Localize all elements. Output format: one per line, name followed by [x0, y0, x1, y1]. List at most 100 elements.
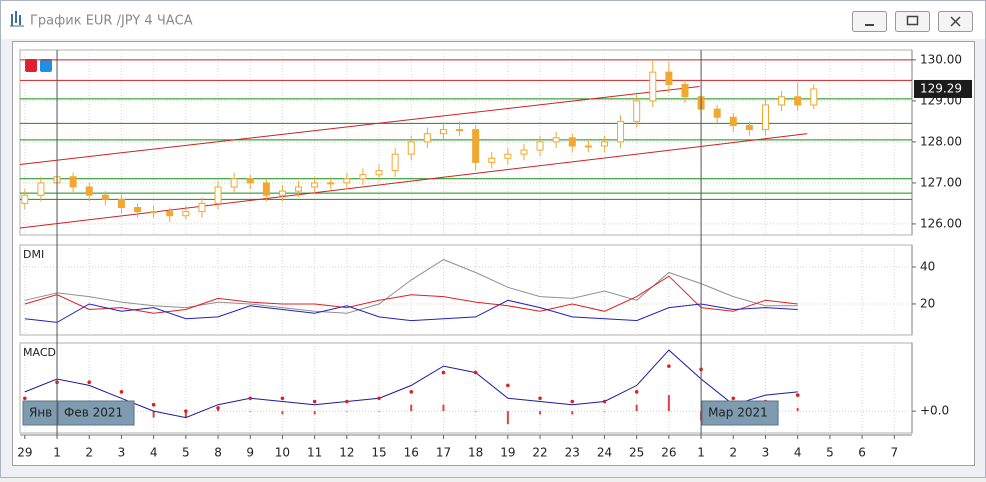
plot: 126.00127.00128.00129.00130.00129.292040…	[17, 49, 972, 460]
signal-dot	[151, 402, 156, 407]
x-tick-label: 1	[53, 446, 61, 460]
candle-body	[520, 149, 528, 155]
candle-body	[117, 198, 125, 209]
period-box	[22, 400, 60, 426]
x-tick-label: 11	[307, 446, 322, 460]
last-price-box	[914, 79, 972, 98]
candle-body	[761, 104, 769, 131]
y-tick-label: 40	[920, 259, 935, 273]
signal-dot	[570, 399, 575, 404]
signal-dot	[441, 370, 446, 375]
candle-body	[230, 178, 238, 188]
candle-body	[407, 141, 415, 155]
candle-body	[311, 182, 319, 188]
candle-body	[617, 120, 625, 143]
x-tick-label: 8	[214, 446, 222, 460]
candle-body	[472, 129, 480, 163]
chart-area	[12, 41, 975, 466]
candle-body	[214, 186, 222, 204]
signal-dot	[216, 406, 220, 410]
candle-body	[21, 194, 29, 204]
histogram-bar	[249, 411, 252, 412]
histogram-bar	[635, 404, 638, 412]
signal-dot	[731, 396, 736, 401]
x-tick-label: 3	[762, 446, 770, 460]
signal-dot	[602, 399, 607, 404]
candle-body	[810, 88, 818, 106]
candle-body	[665, 71, 673, 85]
histogram-bar	[796, 407, 799, 412]
histogram-bar	[571, 411, 574, 415]
x-tick-label: 9	[246, 446, 254, 460]
x-tick-label: 24	[597, 446, 612, 460]
x-tick-label: 25	[629, 446, 644, 460]
x-tick-label: 17	[436, 446, 451, 460]
y-tick-label: 128.00	[920, 134, 962, 148]
candle-body	[391, 153, 399, 172]
x-tick-label: 5	[182, 446, 190, 460]
candle-body	[69, 176, 77, 188]
period-label: Янв	[29, 406, 52, 420]
signal-dot	[87, 380, 92, 385]
y-tick-label: 130.00	[920, 52, 962, 66]
candle-body	[166, 211, 174, 217]
histogram-bar	[184, 411, 187, 418]
color-buttons[interactable]	[25, 59, 52, 72]
trendline	[19, 86, 700, 165]
candle-body	[262, 182, 270, 196]
x-tick-label: 29	[17, 446, 32, 460]
candle-body	[37, 182, 45, 196]
signal-dot	[377, 396, 381, 401]
candle-body	[375, 170, 383, 176]
x-tick-label: 6	[858, 446, 866, 460]
x-tick-label: 18	[468, 446, 483, 460]
candle-body	[198, 202, 206, 213]
histogram-bar	[442, 404, 445, 412]
candle-body	[359, 174, 367, 180]
x-tick-label: 4	[150, 446, 158, 460]
signal-dot	[184, 409, 188, 413]
candle-body	[729, 116, 737, 126]
close-button[interactable]	[938, 11, 973, 32]
title-bar	[1, 1, 985, 39]
candle-body	[745, 124, 753, 131]
candle-body	[794, 96, 802, 106]
candle-body	[456, 129, 464, 132]
last-price-label: 129.29	[920, 81, 962, 95]
x-tick-label: 7	[890, 446, 898, 460]
signal-dot	[23, 396, 27, 401]
maximize-button[interactable]	[895, 11, 930, 32]
y-tick-label: 20	[920, 296, 935, 310]
candle-body	[584, 145, 592, 148]
candle-body	[182, 211, 190, 217]
indicator-line	[24, 259, 798, 314]
signal-dot	[538, 396, 542, 401]
x-tick-label: 23	[565, 446, 580, 460]
period-box	[57, 400, 135, 426]
x-tick-label: 5	[826, 446, 834, 460]
signal-dot	[280, 396, 285, 401]
candle-body	[552, 137, 560, 143]
histogram-bar	[152, 411, 155, 418]
indicator-line	[24, 299, 798, 323]
candle-body	[343, 178, 351, 184]
signal-dot	[795, 393, 800, 397]
histogram-bar	[539, 411, 542, 415]
x-tick-label: 26	[661, 446, 676, 460]
candle-body	[633, 100, 641, 122]
candle-body	[295, 186, 303, 192]
x-tick-label: 1	[697, 446, 705, 460]
candle-body	[246, 178, 254, 184]
signal-dot	[667, 364, 671, 368]
x-tick-label: 16	[404, 446, 419, 460]
minimize-button[interactable]	[852, 11, 887, 32]
period-label: Мар 2021	[708, 406, 768, 420]
panel-label: MACD	[23, 346, 56, 359]
y-tick-label: +0.0	[920, 404, 949, 418]
candle-body	[600, 141, 608, 147]
signal-dot	[119, 390, 124, 394]
indicator-line	[24, 275, 798, 314]
window-title: График EUR /JPY 4 ЧАСА	[30, 14, 193, 29]
candle-body	[439, 129, 447, 135]
